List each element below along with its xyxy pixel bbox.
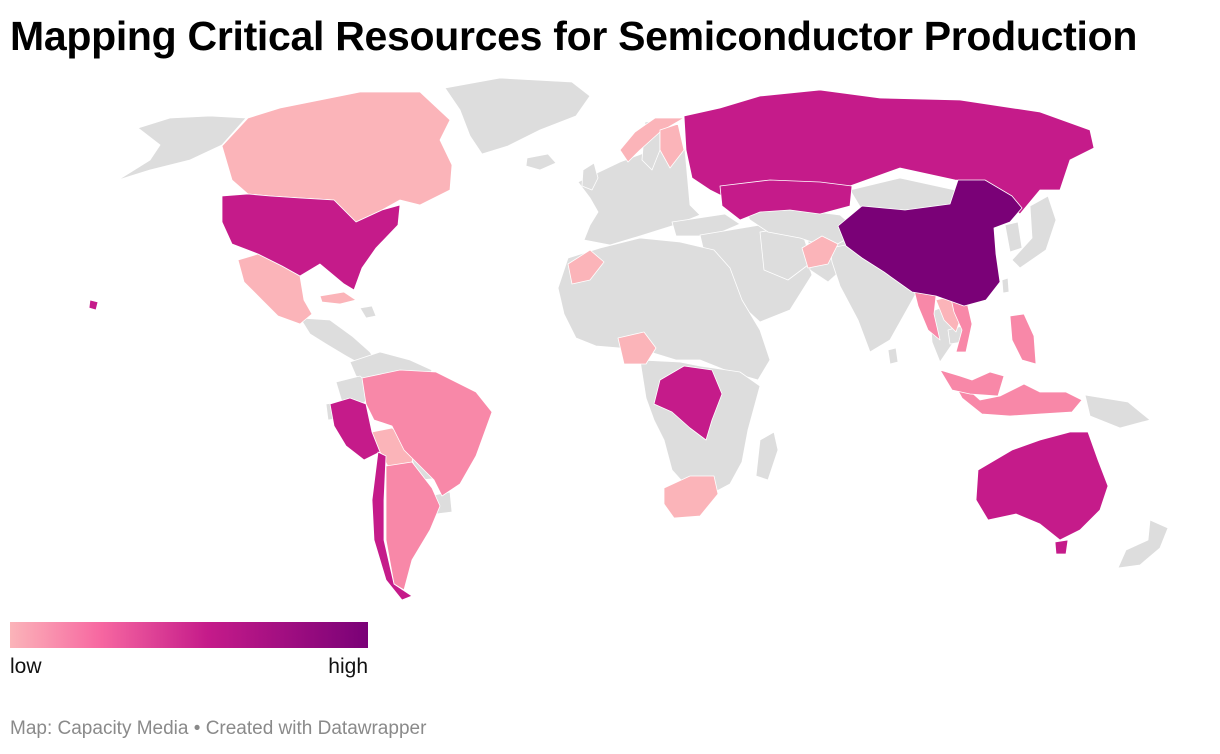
country-indonesia[interactable] <box>929 361 1083 417</box>
footer-separator: • <box>193 718 201 739</box>
world-choropleth-map <box>88 77 1169 601</box>
no-data-region <box>887 347 899 365</box>
country-argentina[interactable] <box>385 461 441 591</box>
country-afghanistan[interactable] <box>801 235 839 269</box>
footer-source: Map: Capacity Media <box>10 718 189 739</box>
country-malaysia[interactable] <box>939 369 1005 397</box>
country-finland[interactable] <box>659 123 685 169</box>
country-australia[interactable] <box>975 431 1109 541</box>
country-morocco[interactable] <box>567 249 605 285</box>
no-data-region <box>359 305 377 319</box>
footer-credit-text: Created with Datawrapper <box>205 718 427 739</box>
no-data-region <box>444 77 591 155</box>
country-cuba[interactable] <box>319 291 357 305</box>
no-data-region <box>671 213 741 237</box>
map-title: Mapping Critical Resources for Semicondu… <box>10 13 1138 59</box>
country-kazakhstan[interactable] <box>719 179 853 221</box>
no-data-region <box>581 162 599 191</box>
no-data-region <box>1011 195 1057 269</box>
legend-low-label: low <box>10 655 42 678</box>
country-philippines[interactable] <box>1009 313 1037 365</box>
country-dr-congo[interactable] <box>653 365 723 441</box>
country-chile[interactable] <box>371 451 413 601</box>
country-norway[interactable] <box>619 117 685 163</box>
legend-gradient-bar <box>10 622 368 648</box>
no-data-region <box>755 431 779 481</box>
country-nigeria[interactable] <box>617 331 657 365</box>
no-data-region <box>117 115 247 181</box>
no-data-region <box>1004 221 1023 253</box>
country-peru[interactable] <box>329 397 381 461</box>
country-australia[interactable] <box>1054 539 1069 555</box>
color-legend: low high <box>10 622 368 683</box>
country-united-states[interactable] <box>221 193 401 291</box>
country-brazil[interactable] <box>361 369 493 497</box>
no-data-region <box>1001 277 1010 294</box>
country-china[interactable] <box>837 179 1023 307</box>
no-data-region <box>1084 394 1151 429</box>
legend-high-label: high <box>328 655 368 678</box>
no-data-region <box>1117 519 1169 569</box>
country-south-africa[interactable] <box>663 475 719 519</box>
footer-credit: Map: Capacity Media • Created with Dataw… <box>10 718 426 740</box>
country-united-states[interactable] <box>88 299 99 311</box>
no-data-region <box>525 153 557 171</box>
